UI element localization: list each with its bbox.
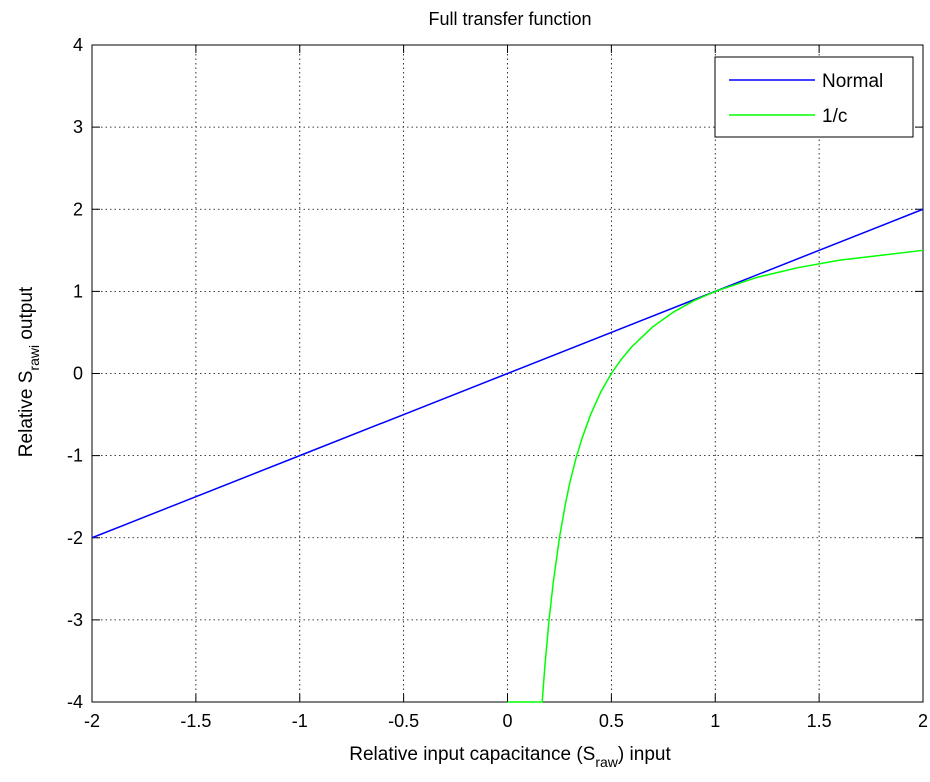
- y-tick-label: 2: [73, 199, 83, 219]
- y-tick-label: 4: [73, 35, 83, 55]
- legend-label-normal: Normal: [822, 71, 883, 92]
- x-tick-label: 0.5: [599, 711, 624, 731]
- y-tick-label: -4: [67, 692, 83, 712]
- legend: Normal 1/c: [714, 56, 914, 138]
- y-axis-tick-labels: -4 -3 -2 -1 0 1 2 3 4: [67, 35, 83, 712]
- y-tick-label: 0: [73, 364, 83, 384]
- x-tick-label: -1: [292, 711, 308, 731]
- axis-ticks: [91, 44, 924, 703]
- y-tick-label: -2: [67, 528, 83, 548]
- x-tick-label: -2: [84, 711, 100, 731]
- y-axis-label: Relative Srawi output: [16, 286, 42, 457]
- chart-title: Full transfer function: [428, 9, 591, 29]
- legend-label-1-over-c: 1/c: [822, 106, 847, 127]
- series-layer: [91, 208, 924, 703]
- x-tick-label: -1.5: [180, 711, 211, 731]
- x-tick-label: -0.5: [388, 711, 419, 731]
- y-tick-label: -1: [67, 446, 83, 466]
- y-tick-label: 3: [73, 117, 83, 137]
- x-tick-label: 1: [710, 711, 720, 731]
- x-axis-label: Relative input capacitance (Sraw) input: [349, 744, 671, 770]
- y-tick-label: -3: [67, 610, 83, 630]
- y-tick-label: 1: [73, 281, 83, 301]
- x-tick-label: 0: [502, 711, 512, 731]
- series-line-normal: [91, 208, 924, 539]
- x-axis-tick-labels: -2 -1.5 -1 -0.5 0 0.5 1 1.5 2: [84, 711, 928, 731]
- x-tick-label: 2: [918, 711, 928, 731]
- x-tick-label: 1.5: [807, 711, 832, 731]
- legend-box: [714, 56, 914, 138]
- series-line-1-over-c: [507, 249, 924, 703]
